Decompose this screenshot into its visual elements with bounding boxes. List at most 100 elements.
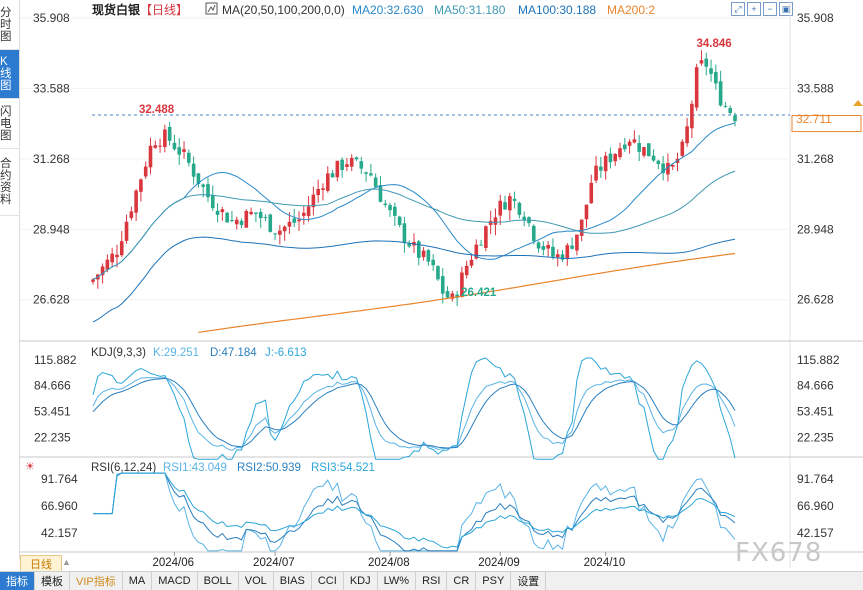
watermark-logo: FX678 [735, 538, 823, 568]
candle-body [714, 71, 718, 84]
cci-button[interactable]: CCI [312, 572, 344, 590]
candle-body [723, 105, 728, 107]
kdj-d: D:47.184 [210, 347, 257, 359]
ma200-line [198, 252, 736, 333]
indicators-button[interactable]: 指标 [0, 572, 35, 590]
fit-view-icon[interactable]: ⤢ [731, 2, 745, 16]
lw-button[interactable]: LW% [378, 572, 417, 590]
indicator-toolbar: 指标 模板 VIP指标 MA MACD BOLL VOL BIAS CCI KD… [0, 571, 863, 590]
candle-body [167, 126, 172, 141]
candle-body [603, 155, 608, 172]
rsi-1: RSI1:43.049 [163, 462, 227, 474]
date-tick-label: 2024/10 [584, 557, 626, 569]
candle-body [608, 153, 613, 163]
candle-body [709, 68, 713, 74]
boll-button[interactable]: BOLL [198, 572, 239, 590]
ma-settings-glyph [207, 4, 216, 13]
kdj-tick-left: 115.882 [34, 353, 77, 367]
candle-body [397, 216, 402, 225]
candle-body [359, 161, 364, 169]
rsi-tick-right: 66.960 [797, 499, 834, 513]
ma-button[interactable]: MA [123, 572, 153, 590]
candle-body [498, 200, 503, 216]
candle-body [163, 129, 167, 148]
kdj-button[interactable]: KDJ [344, 572, 378, 590]
rsi-tick-left: 42.157 [41, 526, 78, 540]
candle-body [579, 219, 584, 236]
candle-body [488, 220, 493, 225]
vol-button[interactable]: VOL [239, 572, 274, 590]
price-tick-right: 31.268 [797, 152, 834, 166]
period-tab-daily[interactable]: 日线 [20, 555, 62, 572]
date-tick-label: 2024/06 [152, 557, 194, 569]
candle-body [575, 234, 579, 251]
cr-button[interactable]: CR [447, 572, 477, 590]
candle-body [354, 157, 359, 160]
candle-body [450, 293, 455, 299]
settings-button[interactable]: 设置 [511, 572, 547, 590]
sidebar-tab-flash[interactable]: 闪电图 [0, 99, 19, 149]
sidebar-tab-timeshare[interactable]: 分时图 [0, 0, 19, 50]
candle-body [651, 155, 656, 161]
candle-body [493, 217, 498, 225]
candle-body [637, 143, 641, 152]
candle-body [196, 173, 201, 185]
ma100-line [92, 236, 736, 323]
prev-high-annotation: 32.488 [139, 104, 175, 116]
candle-body [206, 184, 210, 198]
bias-button[interactable]: BIAS [274, 572, 312, 590]
zoom-in-icon[interactable]: + [747, 2, 761, 16]
rsi2-line [93, 472, 736, 552]
candle-body [718, 81, 723, 106]
vip-indicators-button[interactable]: VIP指标 [70, 572, 123, 590]
current-price-label: 32.711 [796, 112, 832, 126]
candle-body [690, 103, 694, 129]
ma20-line [92, 122, 736, 280]
candle-body [436, 266, 440, 280]
candle-body [139, 179, 143, 192]
candle-body [469, 259, 474, 266]
candle-body [143, 166, 148, 177]
candle-body [680, 141, 685, 156]
rsi-settings-icon[interactable]: ☀ [25, 461, 35, 473]
price-tick-right: 28.948 [797, 222, 834, 236]
candle-body [263, 217, 268, 219]
templates-button[interactable]: 模板 [35, 572, 70, 590]
candle-body [100, 266, 105, 276]
candle-body [685, 126, 689, 144]
price-tick-left: 28.948 [33, 222, 70, 236]
rsi-2: RSI2:50.939 [237, 462, 301, 474]
candle-body [388, 205, 392, 211]
psy-button[interactable]: PSY [476, 572, 512, 590]
date-tick-label: 2024/07 [253, 557, 295, 569]
candle-body [153, 145, 158, 148]
candle-body [110, 253, 114, 263]
candle-body [187, 152, 191, 163]
ma-settings-icon[interactable] [205, 2, 218, 15]
candle-body [632, 139, 637, 143]
period-arrow-icon[interactable]: ▲ [62, 557, 71, 567]
candle-body [555, 254, 560, 258]
macd-button[interactable]: MACD [152, 572, 198, 590]
zoom-out-icon[interactable]: − [763, 2, 777, 16]
kdj-tick-right: 115.882 [797, 353, 840, 367]
candle-body [124, 221, 129, 241]
candle-body [431, 259, 435, 266]
candle-body [177, 147, 182, 155]
candle-body [618, 148, 622, 158]
date-tick-label: 2024/08 [368, 557, 410, 569]
chart-title: 现货白银 [92, 2, 141, 17]
candle-body [508, 196, 512, 211]
fullscreen-icon[interactable]: ▣ [779, 2, 793, 16]
candle-body [254, 212, 258, 214]
sidebar-tab-kline[interactable]: K线图 [0, 50, 19, 99]
candle-body [570, 245, 574, 249]
date-tick-label: 2024/09 [478, 557, 520, 569]
candle-body [503, 202, 507, 210]
rsi-button[interactable]: RSI [416, 572, 448, 590]
sidebar-tab-contract[interactable]: 合约资料 [0, 149, 19, 216]
kdj-title: KDJ(9,3,3) [91, 347, 146, 359]
candle-body [541, 246, 546, 250]
candle-body [182, 149, 186, 152]
